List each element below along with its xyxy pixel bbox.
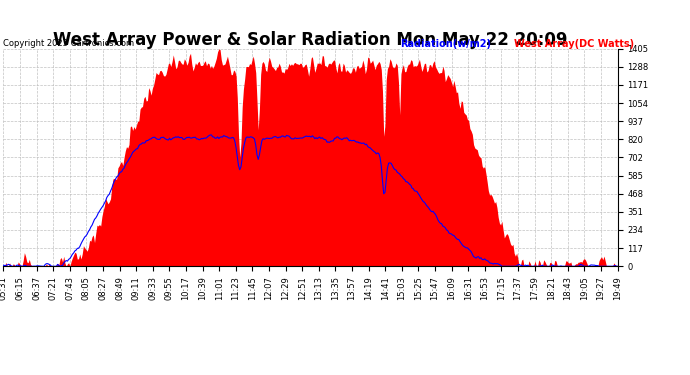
Text: West Array(DC Watts): West Array(DC Watts) [514,39,634,50]
Title: West Array Power & Solar Radiation Mon May 22 20:09: West Array Power & Solar Radiation Mon M… [53,31,568,49]
Text: Copyright 2023 Cartronics.com: Copyright 2023 Cartronics.com [3,39,135,48]
Text: Radiation(w/m2): Radiation(w/m2) [400,39,491,50]
